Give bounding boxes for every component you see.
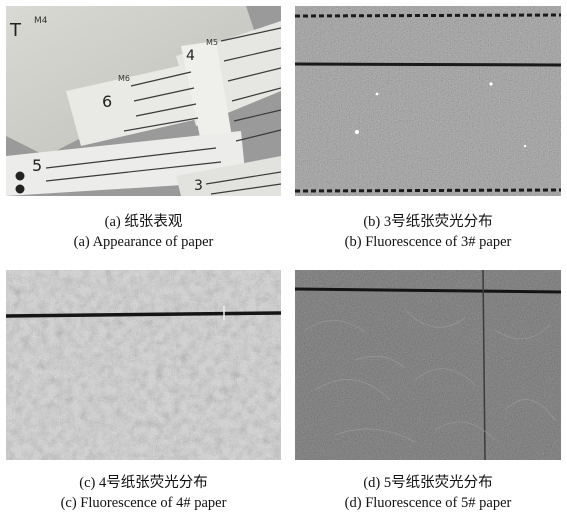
caption-a: (a) 纸张表观 (a) Appearance of paper bbox=[6, 212, 281, 252]
caption-a-cn: (a) 纸张表观 bbox=[104, 214, 183, 230]
caption-a-en: (a) Appearance of paper bbox=[73, 234, 214, 250]
fluorescence-5-image bbox=[295, 270, 561, 460]
panel-c-fluorescence-4 bbox=[6, 270, 281, 460]
caption-c-en: (c) Fluorescence of 4# paper bbox=[60, 495, 227, 511]
fluorescence-3-image bbox=[295, 6, 561, 196]
photo-label-5: 5 bbox=[32, 156, 43, 175]
photo-label-m5: M5 bbox=[206, 38, 218, 47]
caption-c: (c) 4号纸张荧光分布 (c) Fluorescence of 4# pape… bbox=[6, 473, 281, 513]
fluorescence-4-image bbox=[6, 270, 281, 460]
paper-photo-image bbox=[6, 6, 281, 196]
caption-b-en: (b) Fluorescence of 3# paper bbox=[344, 234, 512, 250]
caption-d-en: (d) Fluorescence of 5# paper bbox=[344, 495, 512, 511]
photo-label-6: 6 bbox=[102, 92, 113, 111]
panel-b-fluorescence-3 bbox=[295, 6, 561, 196]
caption-b-cn: (b) 3号纸张荧光分布 bbox=[363, 214, 493, 230]
photo-label-3: 3 bbox=[194, 178, 203, 194]
caption-c-cn: (c) 4号纸张荧光分布 bbox=[79, 475, 208, 491]
caption-b: (b) 3号纸张荧光分布 (b) Fluorescence of 3# pape… bbox=[295, 212, 561, 252]
photo-label-m4: M4 bbox=[34, 16, 48, 26]
caption-d: (d) 5号纸张荧光分布 (d) Fluorescence of 5# pape… bbox=[295, 473, 561, 513]
photo-label-t: T bbox=[10, 20, 21, 41]
caption-d-cn: (d) 5号纸张荧光分布 bbox=[363, 475, 493, 491]
photo-label-4: 4 bbox=[186, 48, 195, 64]
photo-label-m6: M6 bbox=[118, 74, 130, 83]
panel-a-paper-photo: T M4 4 M5 6 M6 5 3 bbox=[6, 6, 281, 196]
panel-d-fluorescence-5 bbox=[295, 270, 561, 460]
